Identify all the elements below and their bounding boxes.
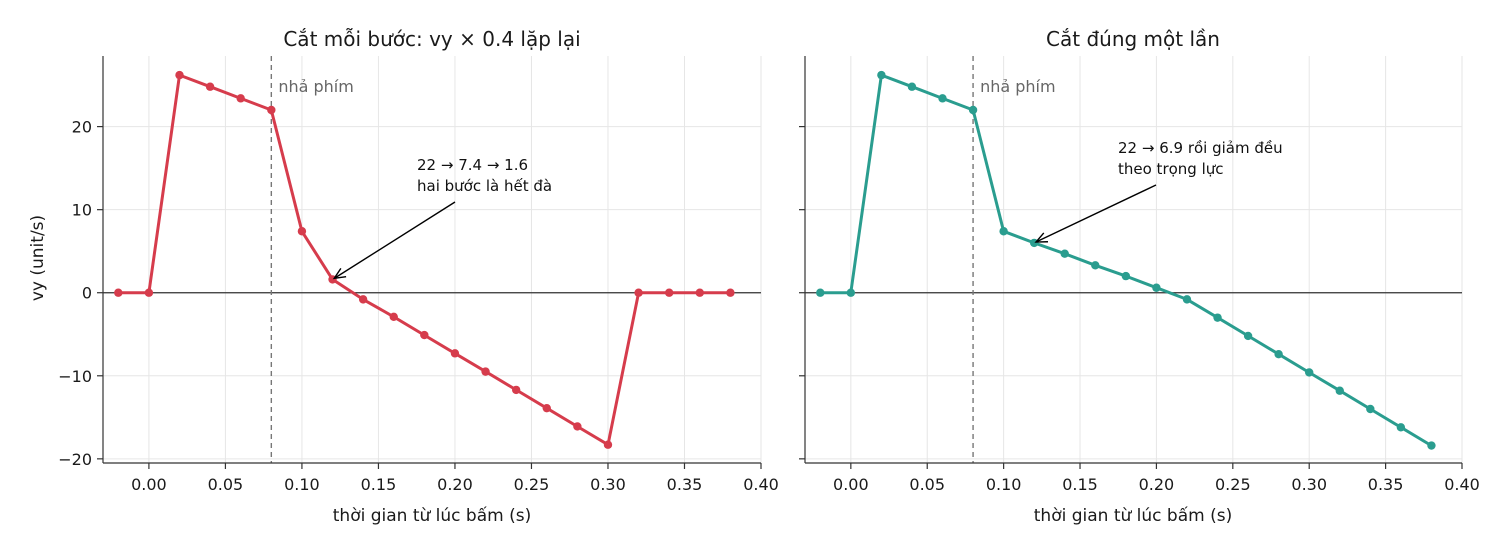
- left-data-point-8: [358, 295, 368, 304]
- right-xtick-label-6: 0.30: [1291, 475, 1327, 494]
- left-data-point-10: [420, 330, 429, 340]
- right-annotation-arrow: [1035, 184, 1157, 243]
- left-xtick-label-7: 0.35: [667, 475, 703, 494]
- right-data-point-10: [1121, 271, 1131, 281]
- right-chart-grid: [805, 56, 1463, 463]
- right-xtick-label-3: 0.15: [1062, 475, 1098, 494]
- left-ytick-label-3: 10: [72, 201, 92, 220]
- right-data-point-0: [816, 288, 825, 297]
- left-data-point-18: [664, 288, 674, 297]
- right-data-point-6: [999, 227, 1008, 236]
- right-chart-xlabel: thời gian từ lúc bấm (s): [1034, 505, 1232, 526]
- left-data-point-3: [205, 82, 215, 91]
- right-xtick-label-5: 0.25: [1215, 475, 1251, 494]
- right-data-point-14: [1243, 331, 1253, 341]
- right-xtick-label-7: 0.35: [1368, 475, 1404, 494]
- right-data-point-15: [1274, 349, 1283, 359]
- left-chart-ylabel: vy (unit/s): [28, 215, 48, 301]
- right-data-point-20: [1427, 441, 1436, 450]
- left-release-label: nhả phím: [278, 77, 354, 96]
- right-data-point-13: [1213, 313, 1222, 322]
- right-data-point-12: [1182, 295, 1192, 304]
- right-data-point-8: [1060, 249, 1069, 258]
- left-data-point-11: [450, 349, 460, 358]
- left-data-point-9: [389, 312, 398, 322]
- left-annotation-arrowhead: [332, 267, 347, 280]
- left-data-point-6: [297, 227, 307, 236]
- left-annotation-line-0: 22 → 7.4 → 1.6: [417, 156, 528, 174]
- left-annotation-line-1: hai bước là hết đà: [417, 177, 552, 195]
- left-ytick-label-0: −20: [58, 450, 92, 469]
- right-data-point-2: [877, 70, 886, 80]
- left-xtick-label-5: 0.25: [514, 475, 550, 494]
- right-chart-panel: Cắt đúng một lần thời gian từ lúc bấm (s…: [799, 27, 1480, 526]
- right-xtick-label-1: 0.05: [909, 475, 945, 494]
- left-chart-grid: [103, 56, 762, 463]
- left-xtick-label-2: 0.10: [284, 475, 320, 494]
- right-xtick-label-4: 0.20: [1139, 475, 1175, 494]
- left-data-point-0: [114, 288, 123, 297]
- left-data-point-15: [573, 422, 582, 431]
- right-data-point-5: [968, 105, 978, 115]
- left-data-point-14: [542, 403, 551, 413]
- right-annotation-line-1: theo trọng lực: [1118, 160, 1224, 178]
- right-release-label: nhả phím: [980, 77, 1056, 96]
- left-ytick-label-2: 0: [82, 284, 92, 303]
- left-xtick-label-6: 0.30: [590, 475, 626, 494]
- left-data-point-4: [236, 94, 245, 103]
- left-data-point-19: [695, 288, 704, 297]
- right-xtick-label-2: 0.10: [986, 475, 1022, 494]
- left-xtick-label-0: 0.00: [131, 475, 167, 494]
- left-chart-panel: Cắt mỗi bước: vy × 0.4 lặp lại thời gian…: [28, 27, 779, 526]
- left-data-point-13: [511, 385, 521, 395]
- right-annotation-arrowhead: [1034, 232, 1049, 243]
- right-data-point-3: [907, 82, 917, 91]
- left-chart-title: Cắt mỗi bước: vy × 0.4 lặp lại: [283, 27, 580, 51]
- left-xtick-label-8: 0.40: [743, 475, 779, 494]
- right-chart-title: Cắt đúng một lần: [1046, 27, 1220, 51]
- left-xtick-label-4: 0.20: [437, 475, 473, 494]
- left-data-point-5: [267, 105, 276, 115]
- right-data-point-19: [1396, 423, 1406, 432]
- left-chart-xlabel: thời gian từ lúc bấm (s): [333, 505, 531, 526]
- right-data-point-17: [1335, 386, 1344, 395]
- left-data-point-17: [634, 288, 643, 297]
- right-xtick-label-8: 0.40: [1444, 475, 1480, 494]
- right-data-point-11: [1152, 283, 1161, 292]
- left-data-point-1: [144, 288, 154, 297]
- left-xtick-label-3: 0.15: [361, 475, 397, 494]
- left-xtick-label-1: 0.05: [208, 475, 244, 494]
- right-data-point-18: [1366, 404, 1375, 414]
- right-annotation-line-0: 22 → 6.9 rồi giảm đều: [1118, 139, 1283, 157]
- left-data-point-12: [481, 367, 490, 376]
- right-data-point-4: [938, 94, 947, 103]
- right-data-point-1: [846, 288, 856, 297]
- left-data-point-20: [726, 288, 735, 297]
- left-ytick-label-4: 20: [72, 118, 92, 137]
- right-xtick-label-0: 0.00: [833, 475, 869, 494]
- right-data-point-16: [1305, 368, 1314, 377]
- left-annotation-arrow: [333, 201, 456, 279]
- right-data-point-9: [1091, 261, 1100, 270]
- left-ytick-label-1: −10: [58, 367, 92, 386]
- left-data-point-16: [603, 440, 613, 449]
- left-data-point-2: [175, 70, 184, 80]
